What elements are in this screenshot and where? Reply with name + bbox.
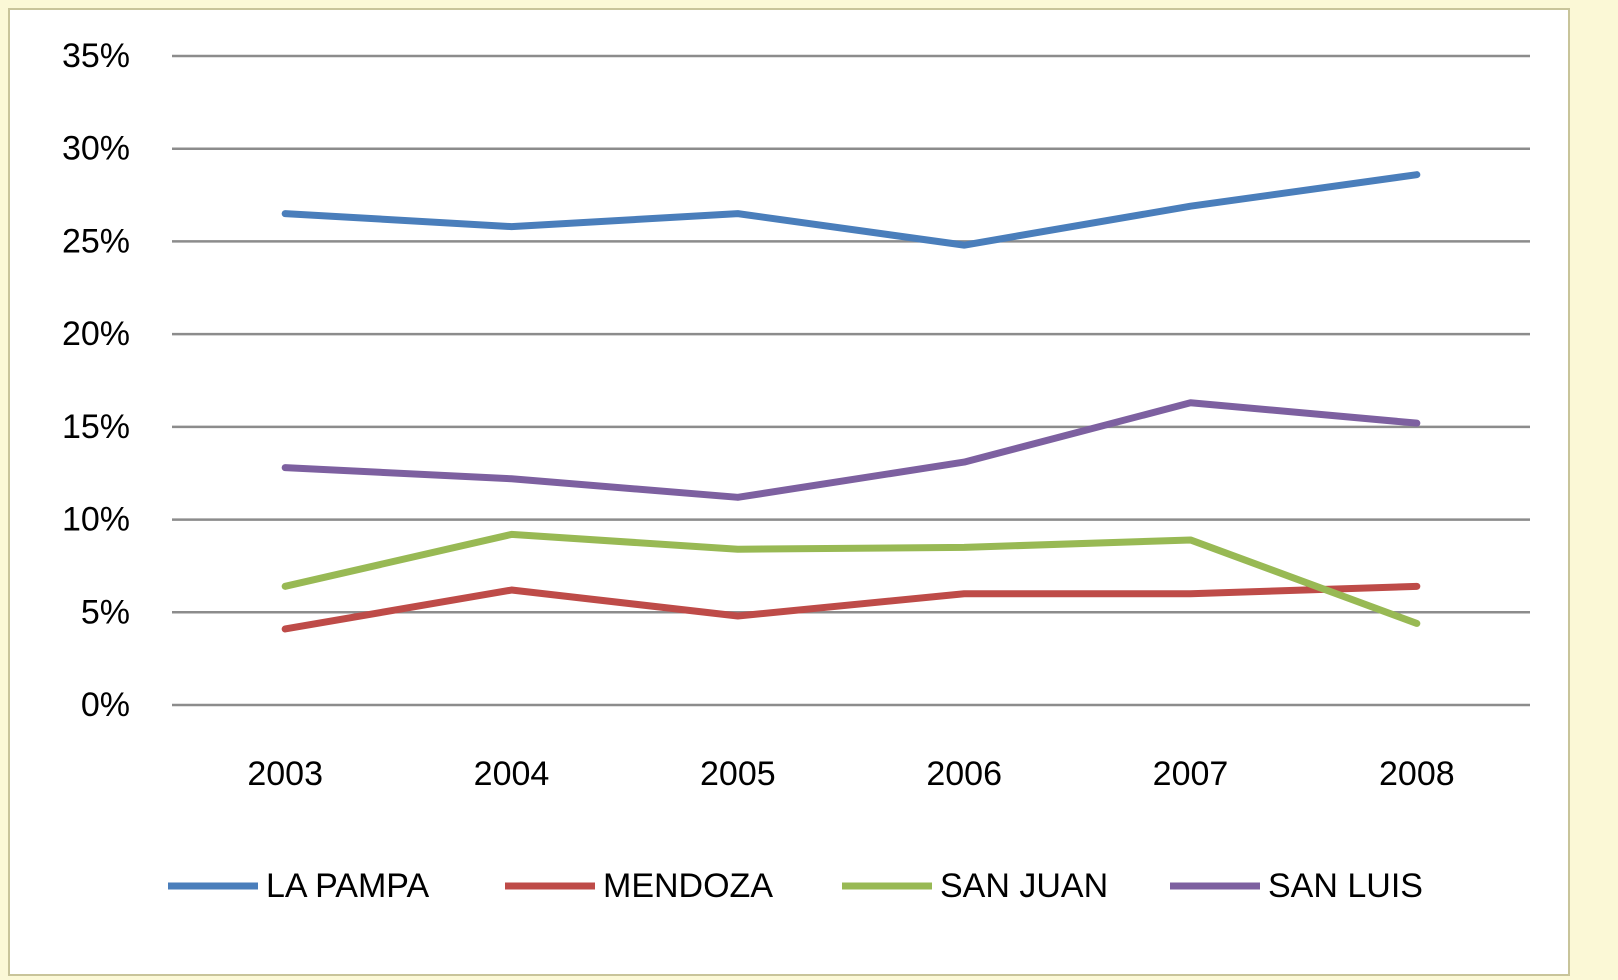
x-tick-label: 2003	[247, 755, 323, 793]
series-line	[281, 171, 1421, 249]
y-tick-label: 25%	[62, 222, 130, 260]
legend-label: SAN LUIS	[1268, 867, 1423, 905]
y-tick-label: 35%	[62, 37, 130, 75]
y-tick-label: 30%	[62, 130, 130, 168]
x-tick-label: 2005	[700, 755, 776, 793]
x-tick-label: 2004	[474, 755, 550, 793]
y-tick-label: 0%	[81, 686, 130, 724]
y-tick-label: 20%	[62, 315, 130, 353]
x-tick-label: 2007	[1153, 755, 1229, 793]
x-tick-label: 2006	[926, 755, 1002, 793]
legend-label: MENDOZA	[603, 867, 773, 905]
legend-label: LA PAMPA	[266, 867, 429, 905]
series-line	[281, 399, 1421, 501]
y-tick-label: 15%	[62, 408, 130, 446]
y-tick-label: 5%	[81, 593, 130, 631]
legend-label: SAN JUAN	[940, 867, 1108, 905]
x-tick-label: 2008	[1379, 755, 1455, 793]
series-line	[281, 582, 1421, 633]
y-tick-label: 10%	[62, 501, 130, 539]
series-line	[281, 530, 1421, 627]
